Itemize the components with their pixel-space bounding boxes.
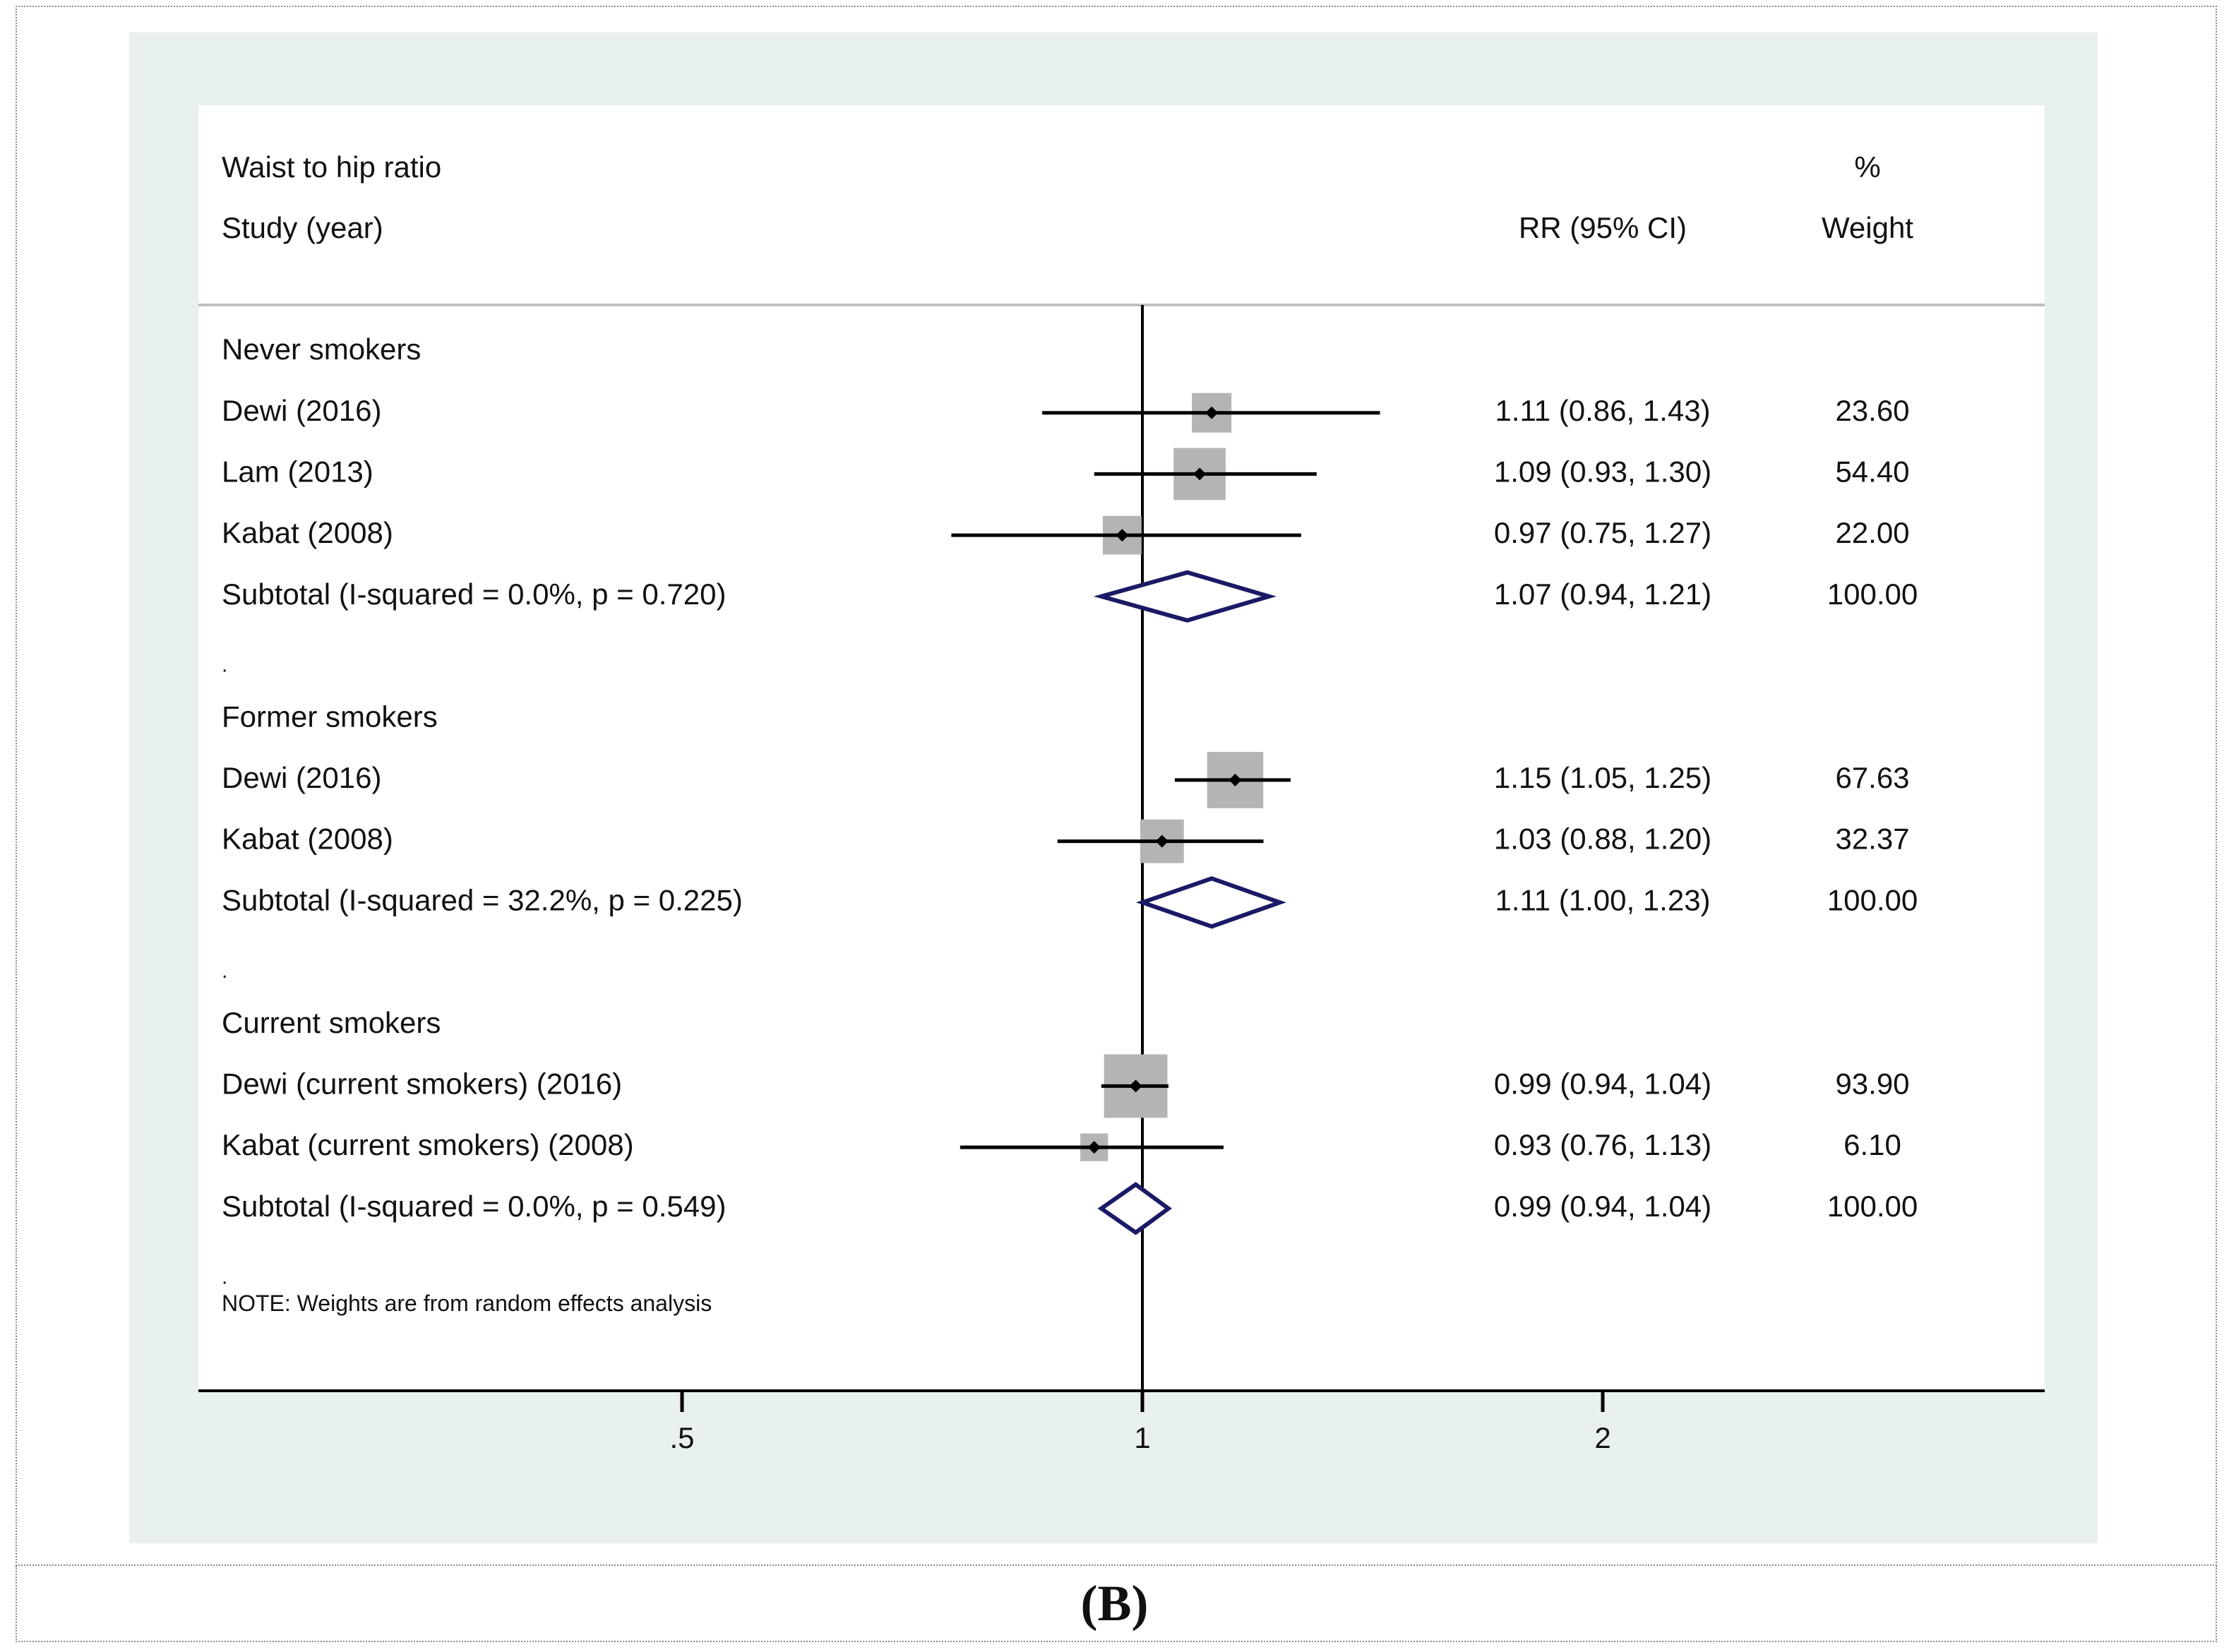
study-label: Dewi (2016) [222,761,381,794]
study-weight: 6.10 [1843,1128,1901,1161]
row-spacer-dot: . [222,959,227,983]
group-label: Never smokers [222,333,421,366]
weight-header-percent: % [1854,150,1880,184]
study-effect-ci: 0.93 (0.76, 1.13) [1494,1128,1711,1161]
study-label: Dewi (2016) [222,394,381,427]
caption-separator [16,1564,2217,1566]
subtotal-weight: 100.00 [1827,883,1918,916]
study-column-header: Study (year) [222,211,383,244]
group-label: Current smokers [222,1006,441,1039]
study-label: Kabat (2008) [222,822,393,856]
study-effect-ci: 1.03 (0.88, 1.20) [1494,822,1711,856]
subtotal-weight: 100.00 [1827,1190,1918,1223]
group-label: Former smokers [222,700,438,733]
subtotal-label: Subtotal (I-squared = 0.0%, p = 0.720) [222,577,726,611]
study-effect-ci: 1.11 (0.86, 1.43) [1495,394,1710,427]
plot-panel [198,105,2045,1390]
study-label: Kabat (2008) [222,516,393,549]
study-weight: 22.00 [1835,516,1909,549]
subtotal-weight: 100.00 [1827,577,1918,611]
subtotal-effect-ci: 1.11 (1.00, 1.23) [1495,883,1710,916]
point-estimate-marker [1155,834,1169,848]
study-effect-ci: 1.15 (1.05, 1.25) [1494,761,1711,794]
point-estimate-marker [1229,773,1242,786]
point-estimate-marker [1116,529,1129,542]
subtotal-effect-ci: 0.99 (0.94, 1.04) [1494,1190,1711,1223]
panel-label: B [1097,1575,1132,1632]
row-spacer-dot: . [222,653,227,676]
subtotal-effect-ci: 1.07 (0.94, 1.21) [1494,577,1711,611]
caption-frame [16,1566,2217,1642]
study-effect-ci: 0.97 (0.75, 1.27) [1494,516,1711,549]
row-spacer-dot: . [222,1265,227,1288]
x-axis-tick-label: .5 [669,1421,694,1454]
point-estimate-marker [1129,1079,1142,1093]
point-estimate-marker [1087,1141,1101,1154]
subtotal-diamond [1097,1182,1172,1235]
study-weight: 32.37 [1835,822,1909,856]
study-effect-ci: 1.09 (0.93, 1.30) [1494,455,1711,488]
study-weight: 93.90 [1835,1067,1909,1100]
point-estimate-marker [1193,467,1207,481]
effect-column-header: RR (95% CI) [1519,211,1687,244]
subtotal-diamond [1093,570,1277,623]
plot-title: Waist to hip ratio [222,150,441,184]
point-estimate-marker [1205,406,1219,419]
weight-column-header: Weight [1822,211,1913,244]
x-axis-tick-label: 1 [1134,1421,1150,1454]
study-label: Kabat (current smokers) (2008) [222,1128,634,1161]
study-weight: 23.60 [1835,394,1909,427]
study-label: Lam (2013) [222,455,374,488]
study-effect-ci: 0.99 (0.94, 1.04) [1494,1067,1711,1100]
study-label: Dewi (current smokers) (2016) [222,1067,622,1100]
subtotal-diamond [1135,876,1286,929]
figure-caption: (B) [1080,1575,1149,1632]
subtotal-label: Subtotal (I-squared = 0.0%, p = 0.549) [222,1190,726,1223]
figure-frame [16,6,2217,1566]
x-axis-tick-label: 2 [1594,1421,1611,1454]
study-weight: 54.40 [1835,455,1909,488]
study-weight: 67.63 [1835,761,1909,794]
subtotal-label: Subtotal (I-squared = 32.2%, p = 0.225) [222,883,743,916]
footnote: NOTE: Weights are from random effects an… [222,1291,712,1316]
